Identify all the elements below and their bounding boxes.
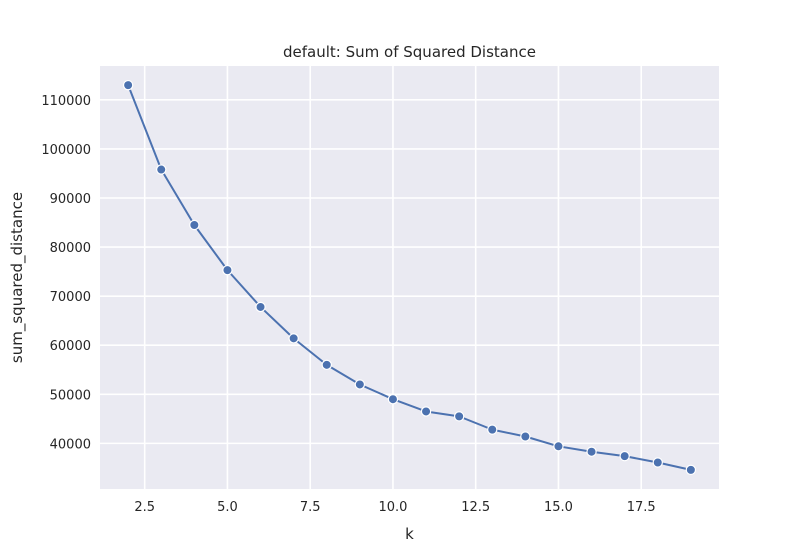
data-point — [222, 264, 233, 276]
data-point — [487, 424, 498, 435]
data-point — [354, 379, 366, 390]
y-tick-label: 80000 — [50, 241, 91, 256]
x-axis-label: k — [405, 525, 414, 543]
x-axis-ticks: 2.5 5.0 7.5 10.0 12.5 15.0 17.5 — [134, 500, 655, 515]
data-point — [453, 411, 465, 422]
x-tick-label: 15.0 — [544, 500, 573, 515]
x-tick-label: 10.0 — [378, 500, 407, 515]
y-tick-label: 60000 — [50, 339, 91, 354]
series-layer — [122, 79, 697, 476]
y-tick-label: 70000 — [50, 290, 91, 305]
x-tick-label: 5.0 — [217, 500, 238, 515]
chart-title: default: Sum of Squared Distance — [283, 43, 536, 61]
y-tick-label: 110000 — [41, 94, 91, 109]
data-point — [619, 450, 630, 462]
data-point — [553, 441, 564, 452]
data-point — [652, 457, 663, 468]
y-tick-label: 50000 — [50, 388, 91, 403]
data-point — [156, 164, 167, 175]
data-point — [387, 393, 399, 405]
data-point — [189, 219, 200, 231]
plot-area — [100, 66, 719, 489]
x-tick-label: 7.5 — [300, 500, 321, 515]
x-tick-label: 12.5 — [461, 500, 490, 515]
data-point — [321, 359, 332, 371]
series-line — [127, 84, 692, 471]
y-tick-label: 90000 — [50, 192, 91, 207]
data-point — [122, 79, 134, 91]
data-point — [520, 431, 531, 442]
data-point — [255, 301, 266, 313]
y-tick-label: 40000 — [50, 437, 91, 452]
y-axis-label: sum_squared_distance — [8, 192, 27, 363]
data-point — [586, 446, 597, 457]
data-point — [420, 406, 432, 417]
y-axis-ticks: 40000 50000 60000 70000 80000 90000 100000 1100… — [41, 94, 91, 453]
y-tick-label: 100000 — [41, 143, 91, 158]
grid-lines — [100, 66, 719, 489]
data-point — [288, 333, 299, 344]
x-tick-label: 17.5 — [627, 500, 656, 515]
data-point — [685, 464, 697, 476]
x-tick-label: 2.5 — [134, 500, 155, 515]
